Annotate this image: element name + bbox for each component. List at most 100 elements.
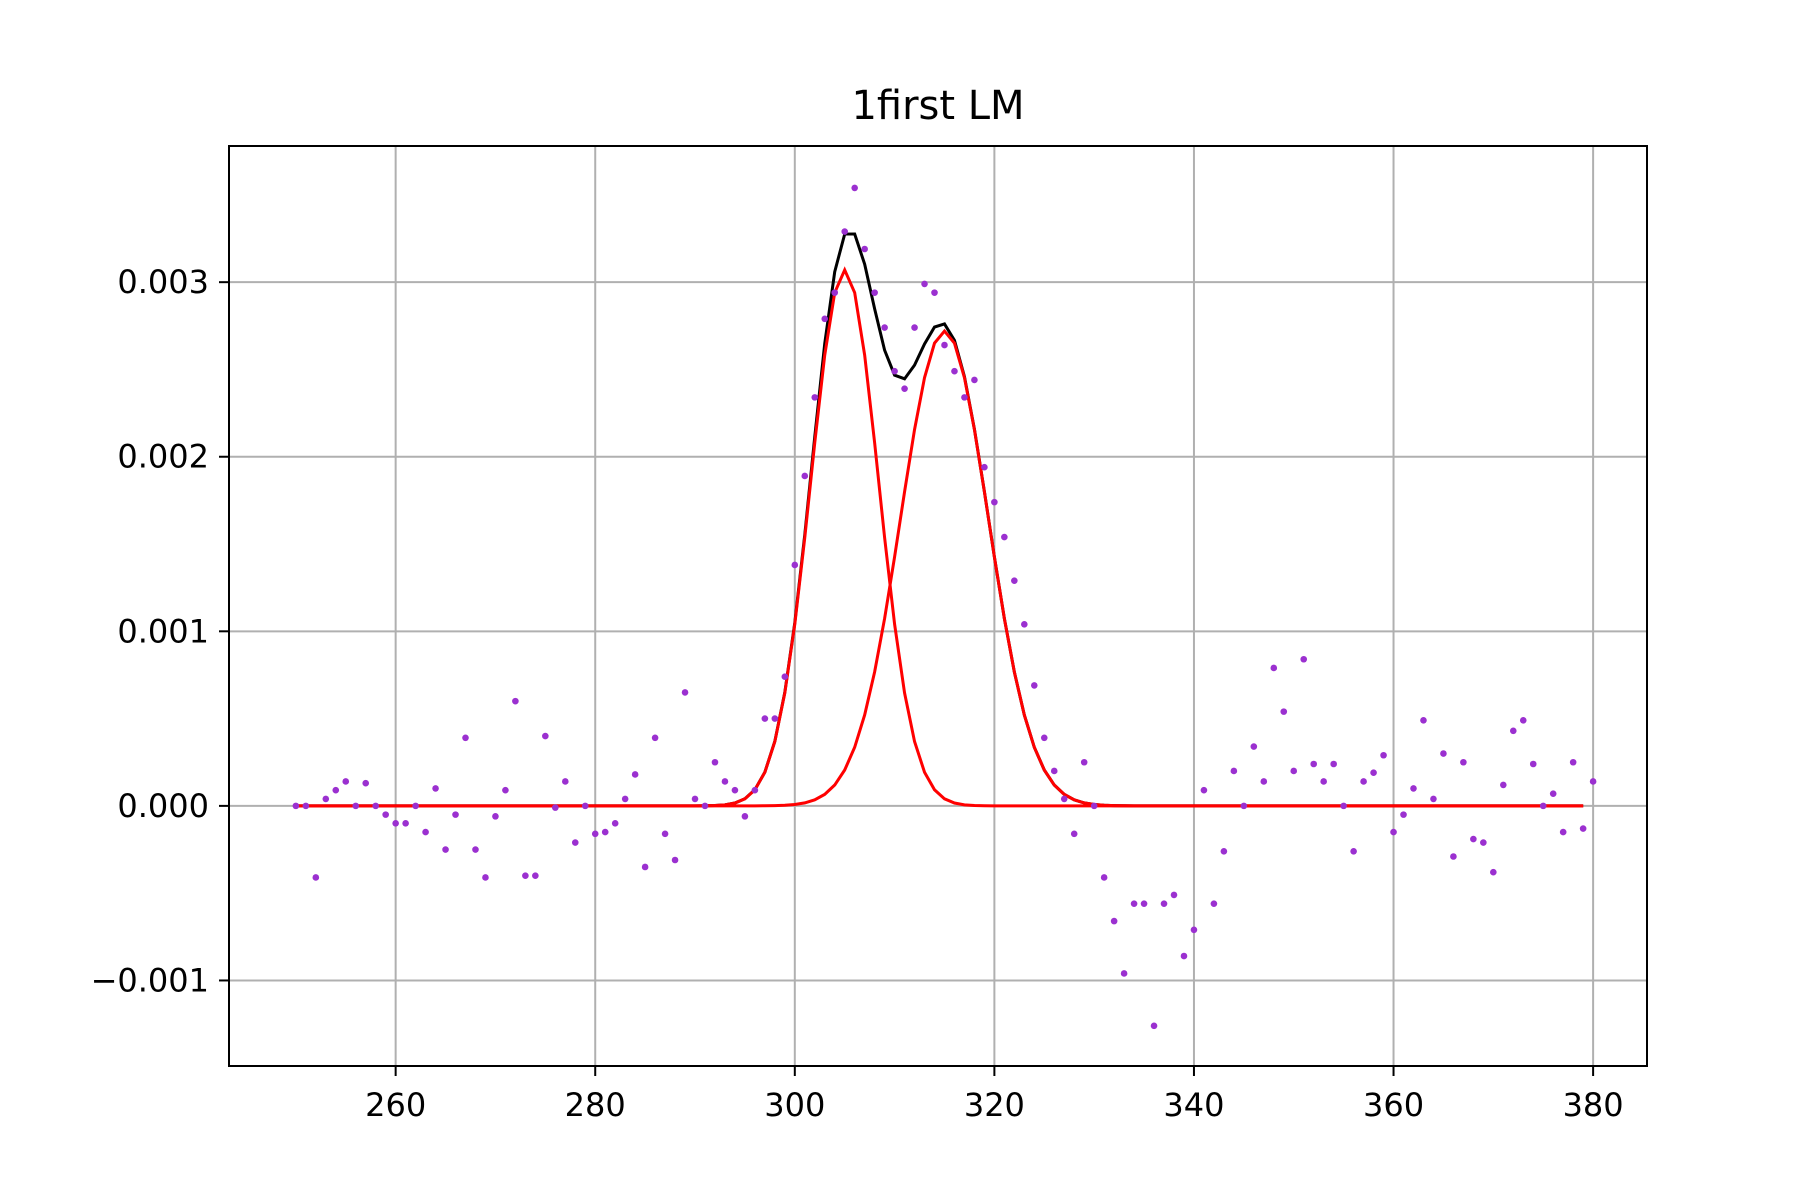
y-tick-label: −0.001 [91, 961, 209, 999]
data-point [1120, 970, 1128, 977]
data-point [621, 795, 629, 803]
data-point [921, 280, 928, 288]
data-point [1150, 1022, 1158, 1030]
grid-layer [229, 146, 1647, 1066]
x-tick-label: 320 [964, 1086, 1025, 1124]
data-point [1030, 682, 1038, 689]
x-tick-label: 360 [1363, 1086, 1424, 1124]
data-point [1480, 839, 1487, 846]
data-point [841, 228, 848, 235]
data-point [1470, 835, 1477, 843]
y-tick-label: 0.002 [117, 438, 209, 476]
data-point [861, 245, 868, 253]
data-point [701, 802, 709, 810]
data-point [1529, 760, 1537, 768]
data-point [502, 786, 509, 794]
data-point [1220, 847, 1228, 855]
data-point [542, 732, 549, 740]
data-point [931, 289, 938, 296]
data-point [372, 802, 379, 810]
data-point [951, 367, 958, 375]
data-point [322, 795, 330, 803]
data-point [1280, 708, 1288, 715]
data-point [462, 734, 469, 742]
x-tick-label: 280 [565, 1086, 626, 1124]
data-point [1450, 853, 1457, 860]
data-point [1140, 900, 1148, 907]
data-point [362, 779, 370, 787]
data-point [791, 561, 799, 569]
data-point [751, 786, 759, 794]
data-point [981, 463, 988, 471]
data-point [342, 778, 350, 785]
data-point [1200, 786, 1208, 794]
data-point [811, 394, 819, 401]
component-curve-2 [295, 328, 1584, 808]
data-point [1390, 828, 1397, 836]
data-point [711, 758, 719, 766]
data-point [552, 804, 559, 811]
data-point [1011, 577, 1018, 584]
data-point [1021, 621, 1028, 628]
data-point [1360, 778, 1367, 785]
data-point [901, 385, 908, 392]
data-point [1080, 758, 1088, 766]
data-point [1250, 743, 1258, 750]
points-layer [292, 184, 1597, 1030]
data-point [512, 697, 519, 705]
curve-layer [295, 232, 1584, 808]
data-point [581, 802, 589, 810]
data-point [1110, 917, 1118, 925]
data-point [761, 715, 769, 722]
data-point [891, 367, 898, 375]
data-point [1509, 727, 1517, 735]
data-point [1320, 778, 1327, 785]
data-point [661, 830, 669, 838]
tick-layer: 260 280 300 320 340 360 380 −0.001 0.000 0.001 0.0… [91, 263, 1624, 1124]
data-point [1090, 802, 1098, 810]
data-point [432, 785, 439, 792]
x-tick-label: 300 [764, 1086, 825, 1124]
data-point [961, 394, 968, 401]
data-point [601, 828, 609, 836]
data-point [1270, 664, 1278, 672]
data-point [591, 830, 599, 838]
plot-frame [228, 145, 1648, 1067]
data-point [1519, 717, 1527, 724]
data-point [721, 778, 729, 785]
data-point [332, 786, 340, 794]
data-point [1460, 758, 1467, 766]
data-point [1330, 760, 1337, 768]
data-point [561, 778, 569, 785]
data-point [801, 472, 809, 480]
data-point [1230, 767, 1238, 775]
data-point [1549, 790, 1557, 797]
data-point [1410, 785, 1417, 792]
data-point [522, 872, 529, 880]
data-point [1310, 760, 1318, 768]
data-point [1190, 926, 1198, 934]
data-point [532, 872, 539, 880]
data-point [991, 498, 998, 506]
data-point [492, 813, 499, 820]
data-point [1380, 751, 1387, 759]
data-point [402, 820, 409, 827]
data-point [741, 813, 749, 820]
data-point [1400, 811, 1407, 818]
data-point [382, 811, 389, 818]
data-point [1260, 778, 1268, 785]
data-point [442, 846, 449, 853]
data-point [941, 341, 948, 349]
data-point [1420, 717, 1427, 724]
data-point [631, 771, 639, 778]
data-point [1589, 778, 1597, 785]
data-point [1160, 900, 1168, 907]
data-point [651, 734, 659, 742]
chart-title: 1first LM [851, 83, 1024, 129]
data-point [1050, 767, 1058, 775]
data-point [1539, 802, 1547, 810]
data-point [1340, 802, 1347, 810]
data-point [871, 289, 878, 296]
